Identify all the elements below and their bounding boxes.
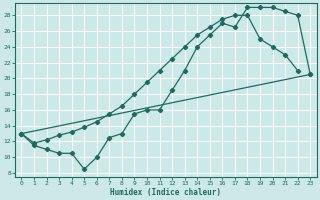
X-axis label: Humidex (Indice chaleur): Humidex (Indice chaleur) [110, 188, 221, 197]
